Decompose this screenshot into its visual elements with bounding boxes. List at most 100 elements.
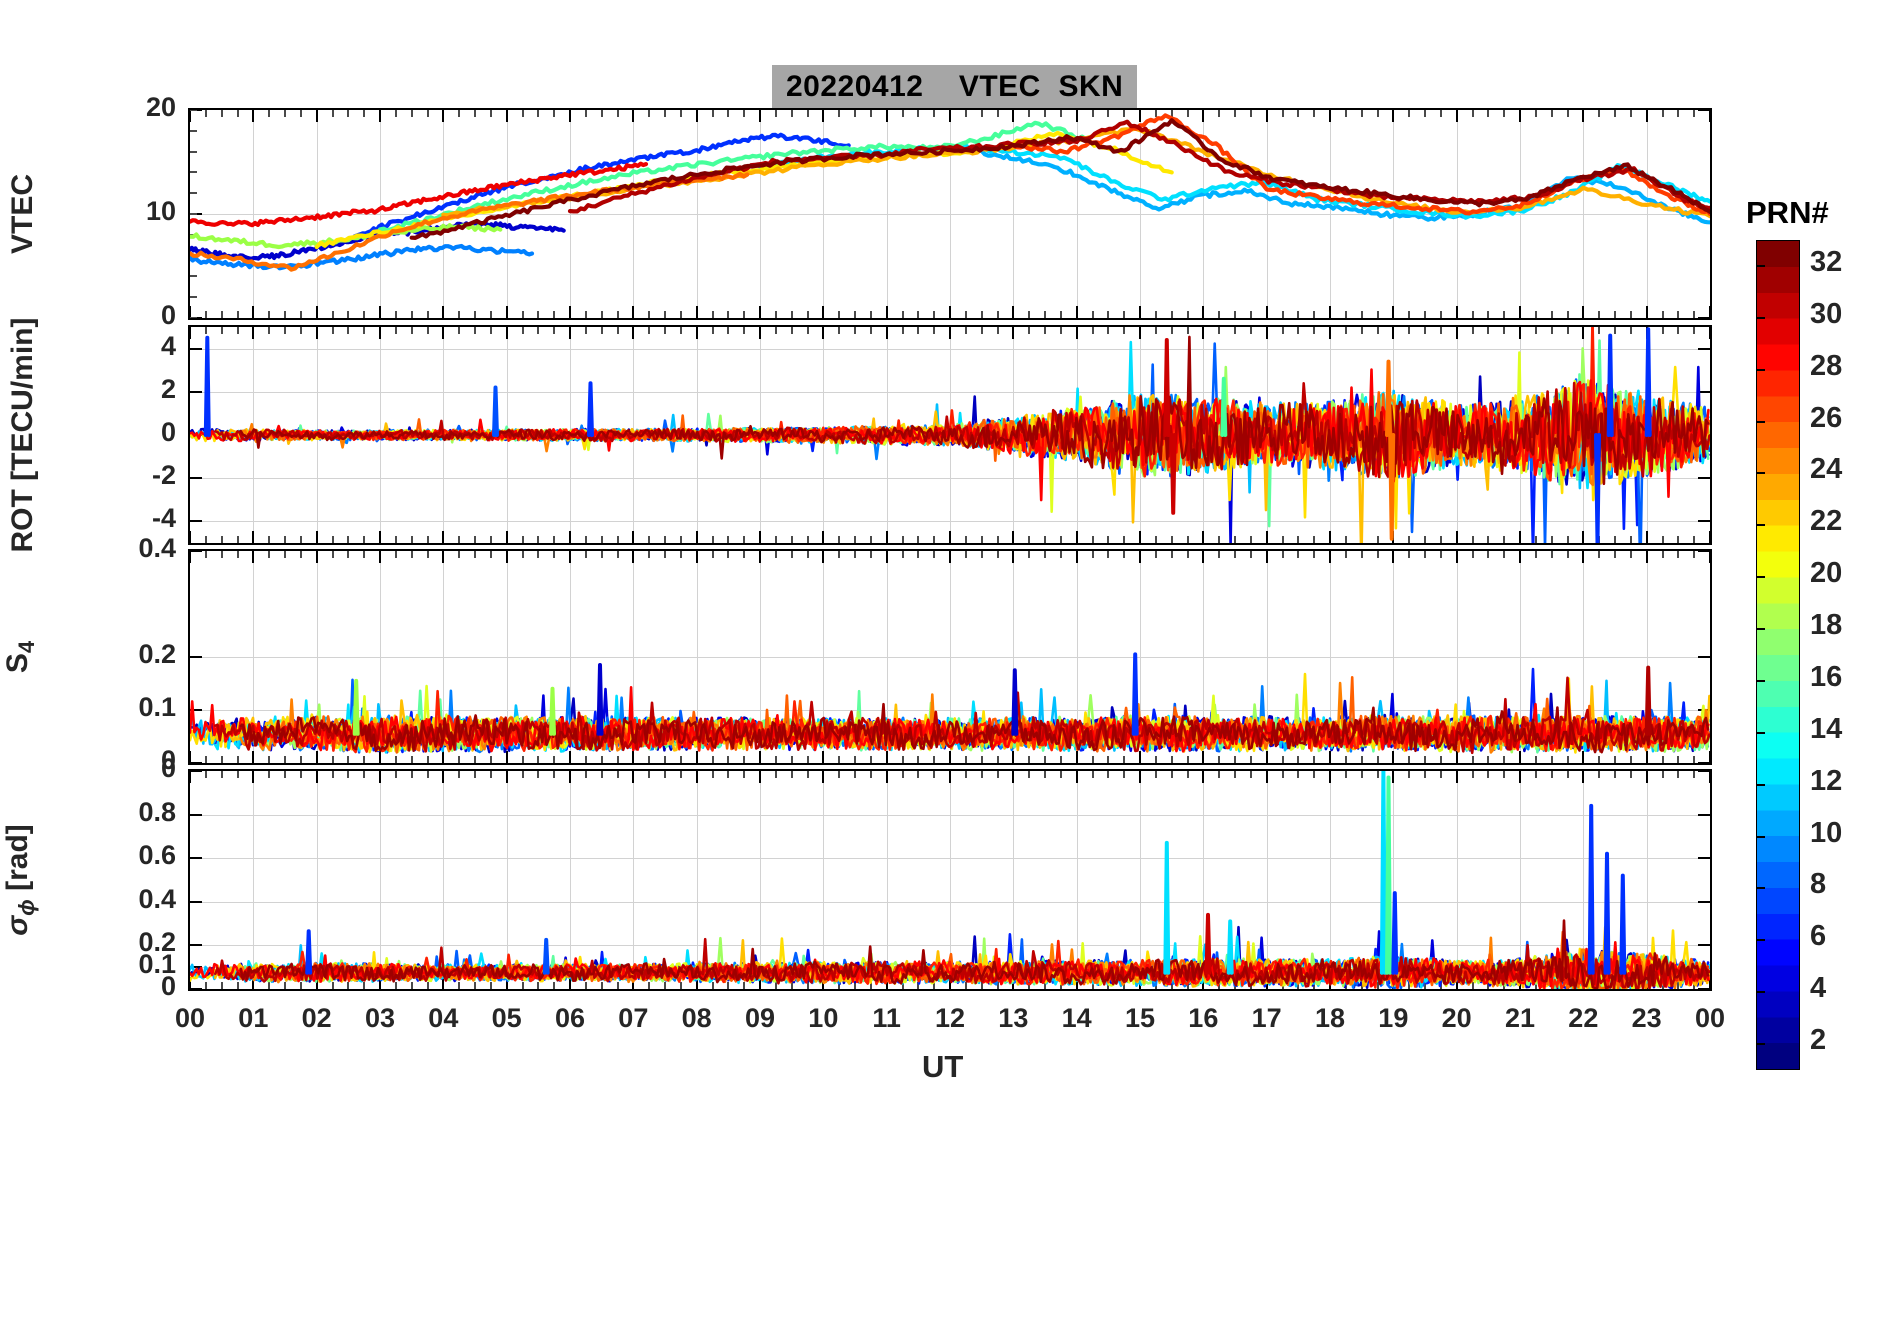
x-tick-minor xyxy=(917,756,920,763)
x-tick-minor xyxy=(584,551,587,558)
x-tick-minor xyxy=(933,536,936,543)
plot-panel-1 xyxy=(188,325,1712,545)
x-tick-major xyxy=(379,977,381,989)
x-tick-minor xyxy=(869,327,872,334)
colorbar-tick xyxy=(1756,420,1765,423)
x-tick-minor xyxy=(1424,551,1426,558)
x-tick-minor xyxy=(1439,327,1442,334)
x-tick-major xyxy=(1709,771,1710,783)
x-tick-major xyxy=(569,327,571,339)
x-tick-minor xyxy=(458,982,461,989)
x-tick-minor xyxy=(664,771,666,778)
x-tick-major xyxy=(949,327,951,339)
x-tick-minor xyxy=(394,551,397,558)
x-tick-major xyxy=(569,531,571,543)
x-tick-minor xyxy=(790,551,793,558)
x-tick-minor xyxy=(838,756,841,763)
x-tick-minor xyxy=(1170,536,1173,543)
x-tick-minor xyxy=(1534,311,1537,318)
x-tick-major xyxy=(442,327,445,339)
x-tick-minor xyxy=(1693,110,1696,117)
x-tick-major xyxy=(505,306,508,318)
x-tick-minor xyxy=(1629,327,1632,334)
x-tick-minor xyxy=(901,756,904,763)
x-tick-minor xyxy=(363,982,366,989)
x-tick-minor xyxy=(1534,551,1537,558)
x-tick-major xyxy=(1519,327,1521,339)
x-tick-major xyxy=(379,306,381,318)
x-tick-minor xyxy=(1629,536,1632,543)
data-series-line xyxy=(1131,652,1139,736)
gridline-vertical xyxy=(823,771,825,989)
x-tick-minor xyxy=(1629,756,1632,763)
x-tick-minor xyxy=(806,110,809,117)
x-tick-minor xyxy=(363,327,366,334)
y-tick-label: 0 xyxy=(160,971,176,1001)
x-tick-minor xyxy=(347,982,350,989)
x-tick-minor xyxy=(996,327,999,334)
x-tick-label: 01 xyxy=(238,1003,269,1033)
x-tick-minor xyxy=(774,756,777,763)
x-tick-minor xyxy=(1107,110,1110,117)
gridline-horizontal xyxy=(190,858,1710,860)
x-tick-minor xyxy=(426,536,429,543)
x-tick-label: 08 xyxy=(681,1003,712,1033)
x-tick-major xyxy=(949,551,951,563)
x-tick-minor xyxy=(964,771,967,778)
x-tick-minor xyxy=(648,551,651,558)
x-tick-minor xyxy=(727,536,730,543)
x-tick-major xyxy=(632,771,635,783)
x-tick-major xyxy=(1392,771,1395,783)
data-series-line xyxy=(1163,338,1171,437)
x-tick-major xyxy=(1645,551,1648,563)
x-tick-major xyxy=(1455,531,1458,543)
x-tick-minor xyxy=(1249,551,1252,558)
x-tick-minor xyxy=(743,982,746,989)
gridline-vertical xyxy=(1140,771,1141,989)
x-tick-major xyxy=(442,110,445,122)
x-tick-minor xyxy=(1693,771,1696,778)
x-tick-minor xyxy=(1091,982,1094,989)
x-tick-minor xyxy=(489,756,492,763)
x-tick-minor xyxy=(1297,536,1300,543)
x-tick-major xyxy=(1265,771,1268,783)
data-series-line xyxy=(1385,775,1392,975)
x-tick-minor xyxy=(1091,756,1094,763)
x-tick-minor xyxy=(1249,311,1252,318)
x-tick-major xyxy=(442,531,445,543)
x-tick-minor xyxy=(331,756,334,763)
x-tick-minor xyxy=(284,327,286,334)
x-tick-minor xyxy=(426,756,429,763)
x-tick-minor xyxy=(1044,551,1046,558)
x-tick-major xyxy=(190,977,191,989)
y-tick-major xyxy=(190,966,202,969)
x-tick-label: 16 xyxy=(1188,1003,1219,1033)
x-tick-minor xyxy=(1677,771,1680,778)
x-tick-major xyxy=(1709,327,1710,339)
x-tick-minor xyxy=(1424,982,1426,989)
x-tick-minor xyxy=(458,311,461,318)
x-tick-minor xyxy=(996,551,999,558)
x-tick-minor xyxy=(996,536,999,543)
x-tick-minor xyxy=(711,551,714,558)
plot-panel-0 xyxy=(188,108,1712,320)
x-tick-minor xyxy=(1439,771,1442,778)
x-tick-minor xyxy=(679,311,682,318)
x-tick-minor xyxy=(806,536,809,543)
y-tick-major xyxy=(1698,110,1710,111)
x-tick-major xyxy=(1075,327,1078,339)
x-tick-minor xyxy=(1249,327,1252,334)
x-tick-minor xyxy=(284,551,286,558)
y-axis-title-2: S4 xyxy=(1,640,39,674)
x-tick-minor xyxy=(1376,982,1379,989)
x-tick-minor xyxy=(1313,771,1316,778)
x-tick-major xyxy=(505,771,508,783)
gridline-vertical xyxy=(506,771,508,989)
x-tick-major xyxy=(632,751,635,763)
x-tick-major xyxy=(1645,531,1648,543)
x-tick-minor xyxy=(1170,982,1173,989)
x-tick-minor xyxy=(1028,771,1031,778)
x-tick-minor xyxy=(1028,311,1031,318)
series-layer xyxy=(190,652,1710,755)
x-tick-minor xyxy=(1297,756,1300,763)
